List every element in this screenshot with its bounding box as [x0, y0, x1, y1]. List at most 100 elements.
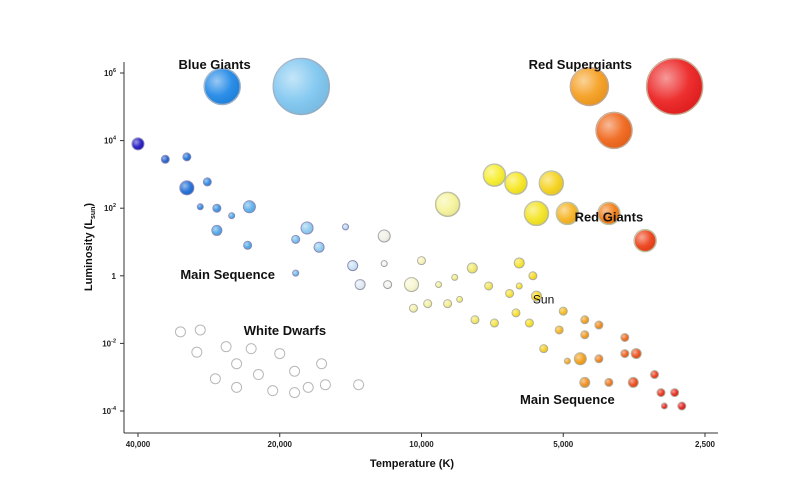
star-main-sequence-hot [300, 221, 314, 235]
region-label: White Dwarfs [244, 323, 326, 338]
x-tick-label: 5,000 [553, 440, 574, 449]
y-tick-label: 104 [104, 136, 117, 146]
star-main-sequence-cool [656, 388, 666, 398]
star-main-sequence-cool [484, 281, 494, 291]
axes: Temperature (K) Luminosity (Lsun) [83, 62, 718, 470]
star-main-sequence-hot [160, 154, 170, 164]
star-white-dwarfs [231, 358, 243, 370]
star-main-sequence-cool [423, 299, 433, 309]
star-white-dwarfs [252, 369, 264, 381]
star-main-sequence-cool [417, 256, 426, 266]
sun-label: Sun [533, 293, 554, 307]
star-main-sequence-hot [202, 177, 212, 187]
star-main-sequence-cool [627, 376, 639, 388]
region-label: Red Supergiants [529, 57, 632, 72]
star-red-giants [538, 170, 565, 196]
star-main-sequence-cool [660, 402, 668, 410]
y-axis-title: Luminosity (Lsun) [83, 203, 97, 292]
star-main-sequence-hot [228, 212, 236, 220]
star-main-sequence-hot [292, 269, 300, 277]
star-white-dwarfs [174, 326, 186, 338]
y-axis-title-end: ) [83, 203, 95, 207]
star-main-sequence-cool [594, 354, 604, 364]
x-tick-label: 20,000 [268, 440, 293, 449]
star-blue-giants [272, 57, 331, 116]
star-main-sequence-cool [539, 344, 549, 354]
star-main-sequence-hot [383, 280, 393, 290]
star-main-sequence-cool [489, 318, 499, 328]
star-main-sequence-hot [354, 279, 366, 291]
star-main-sequence-cool [511, 308, 521, 318]
star-red-giants [504, 171, 528, 195]
star-main-sequence-cool [408, 303, 418, 313]
star-main-sequence-hot [182, 152, 192, 162]
star-red-giants [434, 191, 461, 218]
star-main-sequence-cool [650, 370, 660, 380]
region-label: Main Sequence [180, 267, 275, 282]
star-white-dwarfs [319, 379, 331, 391]
star-main-sequence-hot [212, 203, 222, 213]
star-main-sequence-cool [620, 349, 630, 359]
star-white-dwarfs [289, 387, 301, 399]
star-main-sequence-hot [196, 203, 204, 211]
y-axis-title-sub: sun [90, 207, 97, 219]
star-main-sequence-cool [677, 401, 687, 411]
star-main-sequence-hot [179, 180, 195, 196]
star-main-sequence-hot [380, 260, 388, 268]
stars [131, 57, 704, 411]
star-white-dwarfs [289, 365, 301, 377]
x-tick-label: 10,000 [409, 440, 434, 449]
star-main-sequence-cool [630, 348, 642, 360]
star-main-sequence-hot [243, 240, 253, 250]
star-main-sequence-cool [513, 257, 525, 269]
star-main-sequence-cool [466, 262, 478, 274]
x-axis-title: Temperature (K) [370, 458, 454, 470]
star-white-dwarfs [316, 358, 328, 370]
star-blue-giants [203, 67, 241, 106]
star-main-sequence-cool [620, 332, 630, 342]
region-label: Blue Giants [179, 57, 251, 72]
y-tick-label: 10-2 [102, 338, 116, 348]
star-white-dwarfs [267, 385, 279, 397]
y-axis-title-main: Luminosity (L [83, 219, 95, 291]
star-main-sequence-cool [515, 282, 523, 290]
star-red-giants [633, 228, 657, 253]
star-main-sequence-cool [451, 273, 459, 281]
star-red-giants [597, 201, 621, 226]
star-main-sequence-cool [443, 299, 453, 309]
star-white-dwarfs [209, 373, 221, 385]
star-main-sequence-cool [505, 288, 515, 298]
star-main-sequence-hot [377, 229, 391, 243]
star-main-sequence-cool [404, 277, 420, 293]
star-main-sequence-hot [347, 260, 359, 272]
star-main-sequence-cool [580, 315, 590, 325]
y-tick-label: 102 [104, 203, 116, 213]
x-tick-label: 40,000 [126, 440, 151, 449]
star-main-sequence-cool [579, 376, 591, 388]
star-red-supergiants [645, 57, 704, 116]
star-red-giants [555, 201, 580, 226]
star-main-sequence-cool [470, 315, 480, 325]
star-main-sequence-hot [211, 224, 223, 236]
star-white-dwarfs [353, 379, 365, 391]
star-main-sequence-cool [554, 325, 564, 335]
star-main-sequence-cool [604, 377, 614, 387]
star-white-dwarfs [274, 348, 286, 360]
star-main-sequence-cool [435, 281, 443, 289]
star-red-supergiants [595, 111, 633, 150]
star-main-sequence-cool [530, 290, 542, 302]
star-main-sequence-cool [528, 271, 538, 281]
star-white-dwarfs [191, 346, 203, 358]
star-red-giants [523, 200, 550, 227]
star-main-sequence-hot [291, 234, 301, 244]
star-main-sequence-hot [313, 241, 325, 253]
star-main-sequence-cool [524, 318, 534, 328]
star-red-giants [482, 163, 507, 187]
star-main-sequence-cool [594, 320, 604, 330]
star-white-dwarfs [231, 381, 243, 393]
star-main-sequence-cool [580, 330, 590, 340]
star-white-dwarfs [245, 343, 257, 355]
star-main-sequence-cool [456, 295, 464, 303]
star-white-dwarfs [302, 381, 314, 393]
